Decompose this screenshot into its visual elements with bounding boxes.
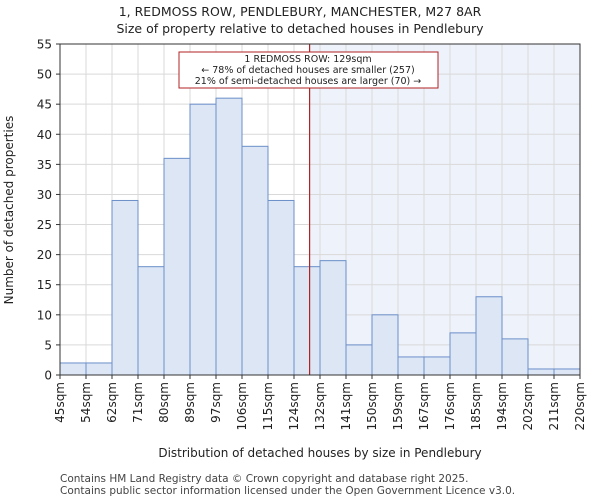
y-axis-label: Number of detached properties: [2, 116, 16, 305]
highlight-region: [309, 44, 580, 375]
y-tick-label: 55: [37, 38, 52, 52]
x-tick-label: 97sqm: [209, 382, 223, 423]
x-axis-ticks: 45sqm 54sqm 62sqm 71sqm 80sqm 89sqm 97sqm 106sq…: [53, 375, 587, 430]
annotation-line-3: 21% of semi-detached houses are larger (…: [195, 76, 422, 87]
footer-line-2: Contains public sector information licen…: [60, 485, 516, 497]
x-tick-label: 159sqm: [391, 382, 405, 430]
y-tick-label: 35: [37, 158, 52, 172]
bar-80sqm: [163, 157, 191, 376]
bar-132sqm: [319, 260, 347, 376]
bar-97sqm: [215, 97, 243, 376]
x-tick-label: 176sqm: [443, 382, 457, 430]
y-tick-label: 20: [37, 248, 52, 262]
x-axis-label: Distribution of detached houses by size …: [158, 446, 481, 460]
y-axis-ticks: 0 5 10 15 20 25 30 35 40 45 50 55: [37, 38, 60, 383]
x-tick-label: 54sqm: [79, 382, 93, 423]
bar-115sqm: [267, 199, 295, 376]
bar-185sqm: [475, 296, 503, 376]
annotation-box: 1 REDMOSS ROW: 129sqm ← 78% of detached …: [178, 51, 439, 89]
x-tick-label: 89sqm: [183, 382, 197, 423]
bar-45sqm: [59, 362, 87, 376]
bar-54sqm: [85, 362, 113, 376]
x-tick-label: 150sqm: [365, 382, 379, 430]
bar-71sqm: [137, 266, 165, 376]
y-tick-label: 10: [37, 308, 52, 322]
y-tick-label: 25: [37, 218, 52, 232]
annotation-line-2: ← 78% of detached houses are smaller (25…: [201, 65, 414, 76]
x-tick-label: 185sqm: [469, 382, 483, 430]
y-tick-label: 45: [37, 98, 52, 112]
bar-141sqm: [345, 344, 373, 376]
x-tick-label: 115sqm: [261, 382, 275, 430]
chart-subtitle: Size of property relative to detached ho…: [116, 21, 484, 36]
x-tick-label: 194sqm: [495, 382, 509, 430]
y-tick-label: 15: [37, 278, 52, 292]
x-tick-label: 132sqm: [313, 382, 327, 430]
bar-106sqm: [241, 145, 269, 376]
y-tick-label: 30: [37, 188, 52, 202]
bar-159sqm: [397, 356, 425, 376]
bars-group: [59, 97, 581, 376]
bar-176sqm: [449, 332, 477, 376]
bar-124sqm: [293, 266, 321, 376]
footer-line-1: Contains HM Land Registry data © Crown c…: [60, 473, 469, 485]
bar-89sqm: [189, 103, 217, 376]
x-tick-label: 141sqm: [339, 382, 353, 430]
x-tick-label: 106sqm: [235, 382, 249, 430]
x-tick-label: 45sqm: [53, 382, 67, 423]
bar-202sqm: [527, 368, 555, 376]
x-tick-label: 211sqm: [547, 382, 561, 430]
bar-194sqm: [501, 338, 529, 376]
x-tick-label: 71sqm: [131, 382, 145, 423]
bar-211sqm: [553, 368, 581, 376]
y-tick-label: 5: [44, 338, 52, 352]
x-tick-label: 167sqm: [417, 382, 431, 430]
x-tick-label: 124sqm: [287, 382, 301, 430]
bar-167sqm: [423, 356, 451, 376]
y-tick-label: 40: [37, 128, 52, 142]
annotation-line-1: 1 REDMOSS ROW: 129sqm: [244, 54, 371, 65]
y-tick-label: 50: [37, 68, 52, 82]
bar-62sqm: [111, 199, 139, 376]
annotation-frame: [178, 51, 439, 89]
x-tick-label: 80sqm: [157, 382, 171, 423]
histogram-chart: 0 5 10 15 20 25 30 35 40 45 50 55 45sqm 54sqm 62sqm 71…: [2, 4, 587, 460]
chart-title: 1, REDMOSS ROW, PENDLEBURY, MANCHESTER, …: [119, 4, 482, 19]
x-tick-label: 62sqm: [105, 382, 119, 423]
y-tick-label: 0: [44, 369, 52, 383]
bar-150sqm: [371, 314, 399, 376]
x-tick-label: 202sqm: [521, 382, 535, 430]
x-tick-label: 220sqm: [573, 382, 587, 430]
